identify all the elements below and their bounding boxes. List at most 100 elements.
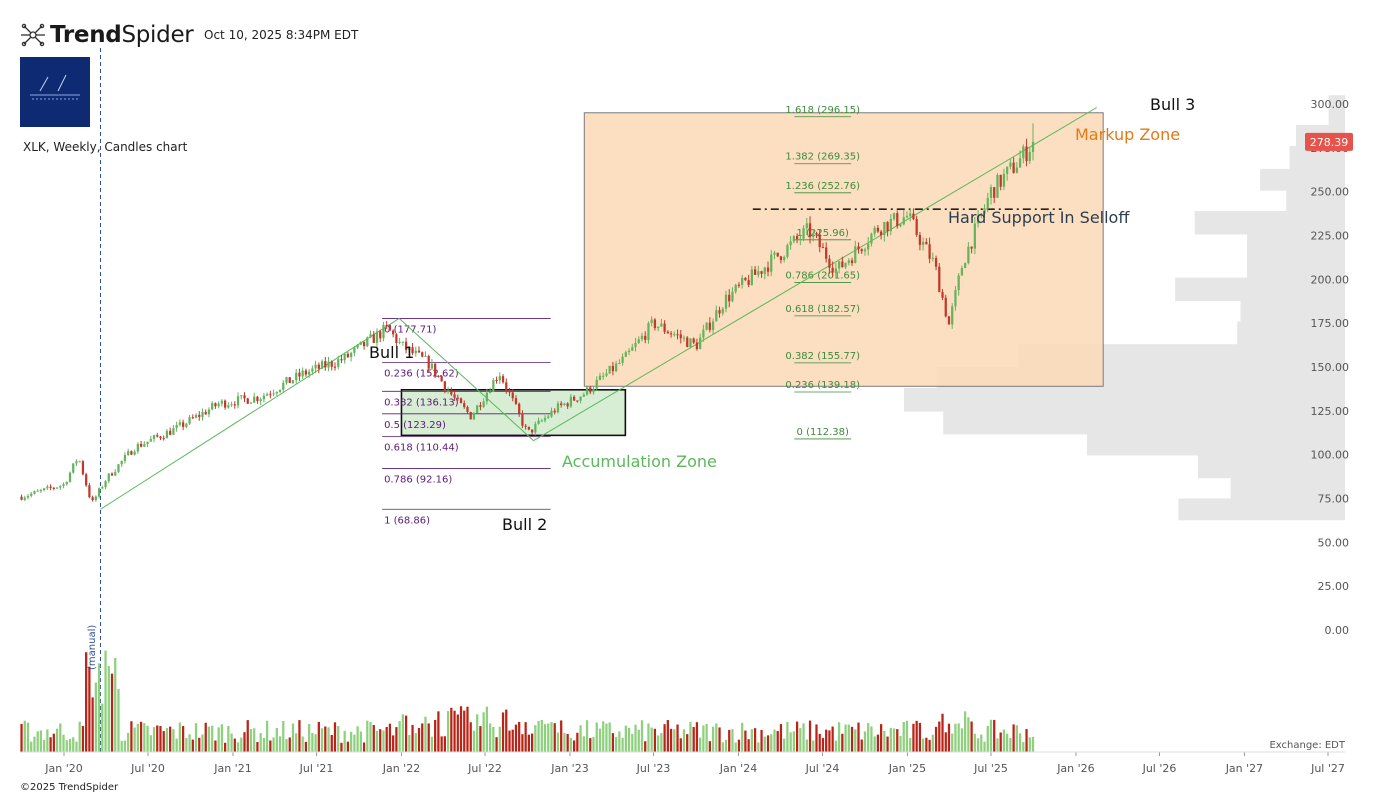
volume-bar	[298, 720, 301, 752]
volume-bar	[615, 736, 618, 752]
volume-bar	[401, 714, 404, 752]
volume-bar	[320, 728, 324, 752]
candle-body	[178, 422, 182, 425]
volume-bar	[776, 731, 779, 752]
candle-body	[337, 359, 340, 367]
fib-retracement-label: 0.618 (110.44)	[384, 442, 459, 453]
volume-bar	[537, 720, 540, 752]
candle-body	[718, 310, 721, 314]
candle-body	[201, 411, 204, 417]
candle-body	[715, 310, 718, 322]
candle-body	[388, 324, 392, 331]
volume-bar	[721, 742, 724, 752]
volume-bar	[446, 711, 450, 752]
y-tick-label: 150.00	[1311, 361, 1350, 374]
y-tick-label: 200.00	[1311, 273, 1350, 286]
candle-body	[414, 350, 417, 354]
fib-retracement-label: 0.5 (123.29)	[384, 420, 446, 431]
candle-body	[547, 416, 550, 418]
candle-body	[967, 246, 970, 264]
candle-body	[101, 487, 104, 489]
volume-bar	[220, 724, 224, 752]
candle-body	[795, 236, 799, 239]
volume-bar	[169, 726, 172, 752]
volume-bar	[637, 729, 640, 752]
candle-body	[392, 330, 395, 335]
candle-body	[889, 219, 892, 232]
volume-bar	[870, 726, 873, 752]
candle-body	[627, 350, 631, 353]
candle-body	[825, 247, 828, 259]
volume-bar	[353, 734, 356, 752]
volume-bar	[75, 741, 78, 752]
volume-bar	[608, 722, 611, 752]
candle-body	[821, 247, 825, 249]
candle-body	[834, 268, 838, 273]
candle-body	[282, 382, 285, 390]
candle-body	[505, 382, 508, 391]
volume-bar	[896, 729, 899, 752]
volume-bar	[598, 728, 602, 752]
chart-subtitle: XLK, Weekly, Candles chart	[23, 140, 188, 154]
volume-bar	[463, 710, 466, 752]
volume-bar	[540, 719, 543, 752]
volume-bar	[107, 666, 110, 752]
candle-body	[411, 347, 414, 354]
volume-bar	[110, 673, 114, 752]
volume-bar	[288, 737, 291, 752]
candle-body	[983, 208, 986, 214]
volume-bar	[715, 723, 718, 752]
volume-bar	[440, 736, 443, 752]
candle-body	[350, 352, 353, 358]
volume-bar	[185, 738, 188, 752]
candle-body	[663, 323, 666, 332]
volume-bar	[702, 725, 705, 752]
candle-body	[466, 407, 469, 413]
volume-bar	[695, 722, 699, 752]
fib-retracement-label: 0.236 (152.62)	[384, 368, 459, 379]
candle-body	[262, 395, 266, 400]
copyright: ©2025 TrendSpider	[20, 782, 119, 793]
volume-bar	[876, 734, 880, 752]
candle-body	[398, 342, 401, 344]
x-tick-label: Jan '24	[719, 762, 757, 775]
volume-bar	[699, 737, 702, 752]
volume-bar	[569, 737, 573, 752]
candle-body	[379, 331, 382, 339]
volume-profile-bar	[943, 410, 1345, 435]
candle-body	[269, 394, 272, 396]
candle-body	[424, 355, 427, 357]
volume-bar	[346, 741, 350, 752]
volume-bar	[783, 738, 786, 752]
volume-bar	[938, 721, 941, 752]
volume-bar	[265, 720, 269, 752]
candle-body	[563, 403, 566, 406]
candle-body	[773, 252, 776, 255]
volume-profile-bar	[1198, 454, 1345, 479]
volume-bar	[967, 717, 970, 752]
volume-bar	[214, 740, 217, 752]
volume-bar	[673, 729, 676, 752]
candle-body	[272, 393, 275, 395]
volume-bar	[815, 724, 818, 752]
candle-body	[495, 380, 498, 382]
volume-bar	[973, 733, 976, 752]
volume-bar	[379, 729, 382, 752]
y-tick-label: 300.00	[1311, 98, 1350, 111]
candle-body	[88, 485, 91, 498]
candle-body	[55, 487, 59, 489]
volume-bar	[68, 738, 72, 752]
candle-body	[841, 261, 844, 268]
candle-body	[175, 424, 178, 429]
candle-body	[243, 395, 246, 399]
candle-body	[799, 238, 802, 240]
volume-bar	[233, 738, 236, 752]
candle-body	[369, 334, 372, 338]
candle-body	[136, 443, 139, 452]
candle-body	[753, 269, 757, 275]
candle-body	[734, 284, 737, 292]
candle-body	[941, 292, 944, 298]
candle-body	[805, 223, 808, 229]
y-tick-label: 250.00	[1311, 186, 1350, 199]
